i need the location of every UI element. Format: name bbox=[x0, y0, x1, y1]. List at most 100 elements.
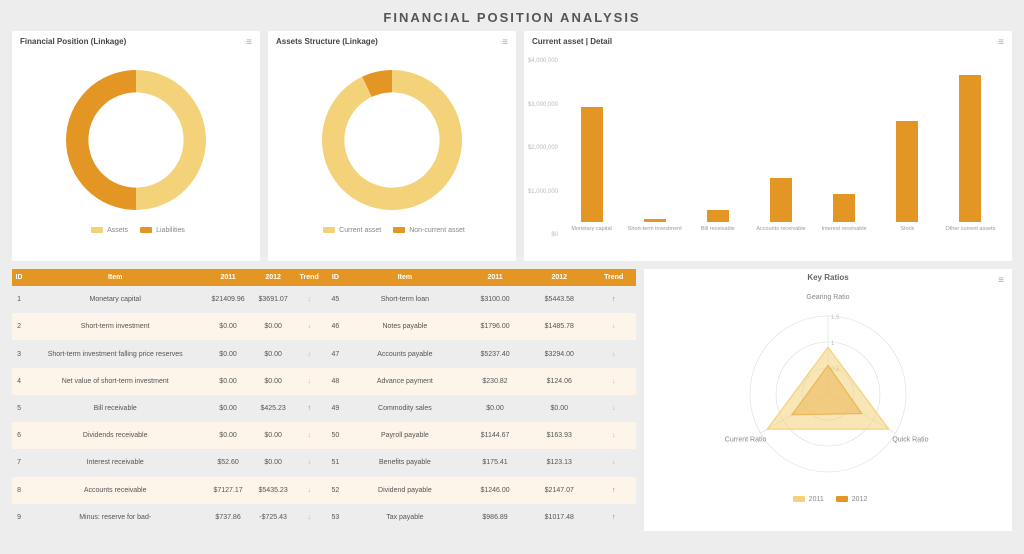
table-row[interactable]: 52Dividend payable$1246.00$2147.07↑ bbox=[324, 477, 636, 504]
table-row[interactable]: 5Bill receivable$0.00$425.23↑ bbox=[12, 395, 324, 422]
legend-1: AssetsLiabilities bbox=[12, 227, 260, 234]
table-row[interactable]: 6Dividends receivable$0.00$0.00↓ bbox=[12, 422, 324, 449]
panel2-title: Assets Structure (Linkage) bbox=[268, 31, 516, 52]
menu-icon[interactable]: ≡ bbox=[502, 37, 508, 48]
cell: $3100.00 bbox=[463, 286, 527, 313]
col-header: Trend bbox=[294, 269, 324, 286]
menu-icon[interactable]: ≡ bbox=[998, 37, 1004, 48]
cell: 47 bbox=[324, 340, 347, 367]
menu-icon[interactable]: ≡ bbox=[998, 275, 1004, 286]
arrow-down-icon: ↓ bbox=[612, 405, 616, 412]
cell: $986.89 bbox=[463, 504, 527, 531]
cell: 4 bbox=[12, 368, 26, 395]
table-row[interactable]: 45Short-term loan$3100.00$5443.58↑ bbox=[324, 286, 636, 313]
cell: $1144.67 bbox=[463, 422, 527, 449]
table-liabilities: IDItem20112012Trend45Short-term loan$310… bbox=[324, 269, 636, 531]
table-row[interactable]: 50Payroll payable$1144.67$163.93↓ bbox=[324, 422, 636, 449]
arrow-up-icon: ↑ bbox=[307, 405, 311, 412]
arrow-down-icon: ↓ bbox=[612, 459, 616, 466]
table-row[interactable]: 53Tax payable$986.89$1017.48↑ bbox=[324, 504, 636, 531]
cell: 53 bbox=[324, 504, 347, 531]
arrow-down-icon: ↓ bbox=[307, 296, 311, 303]
bar-chart: $0$1,000,000$2,000,000$3,000,000$4,000,0… bbox=[560, 56, 1002, 246]
cell: Bill receivable bbox=[26, 395, 204, 422]
table-row[interactable]: 1Monetary capital$21409.96$3691.07 ↓ bbox=[12, 286, 324, 313]
cell: Short-term loan bbox=[347, 286, 463, 313]
panel3-title: Current asset | Detail bbox=[524, 31, 1012, 52]
cell: $1246.00 bbox=[463, 477, 527, 504]
cell: 51 bbox=[324, 449, 347, 476]
cell: Net value of short-term investment bbox=[26, 368, 204, 395]
table-row[interactable]: 3Short-term investment falling price res… bbox=[12, 340, 324, 367]
cell: Dividend payable bbox=[347, 477, 463, 504]
bar[interactable] bbox=[707, 210, 729, 222]
panel-assets-structure: Assets Structure (Linkage) ≡ Current ass… bbox=[268, 31, 516, 261]
cell: $3294.00 bbox=[527, 340, 591, 367]
cell: Tax payable bbox=[347, 504, 463, 531]
arrow-down-icon: ↓ bbox=[612, 432, 616, 439]
cell: $2147.07 bbox=[527, 477, 591, 504]
cell: $124.06 bbox=[527, 368, 591, 395]
table-row[interactable]: 48Advance payment$230.82$124.06↓ bbox=[324, 368, 636, 395]
cell: 7 bbox=[12, 449, 26, 476]
bar[interactable] bbox=[959, 75, 981, 222]
cell: $3691.07 bbox=[252, 286, 295, 313]
bar[interactable] bbox=[896, 121, 918, 222]
table-row[interactable]: 51Benefits payable$175.41$123.13↓ bbox=[324, 449, 636, 476]
cell: Advance payment bbox=[347, 368, 463, 395]
arrow-up-icon: ↑ bbox=[612, 296, 616, 303]
cell: $1017.48 bbox=[527, 504, 591, 531]
cell: $0.00 bbox=[204, 422, 252, 449]
table-row[interactable]: 7Interest receivable$52.60$0.00↓ bbox=[12, 449, 324, 476]
cell: $21409.96 bbox=[204, 286, 252, 313]
cell: 5 bbox=[12, 395, 26, 422]
col-header: 2011 bbox=[463, 269, 527, 286]
legend-2: Current assetNon-current asset bbox=[268, 227, 516, 234]
cell: $0.00 bbox=[252, 313, 295, 340]
panel-key-ratios: ≡ Key Ratios 0.511.5Gearing RatioQuick R… bbox=[644, 269, 1012, 531]
menu-icon[interactable]: ≡ bbox=[246, 37, 252, 48]
cell: $0.00 bbox=[463, 395, 527, 422]
cell: 49 bbox=[324, 395, 347, 422]
cell: 3 bbox=[12, 340, 26, 367]
cell: 8 bbox=[12, 477, 26, 504]
table-row[interactable]: 46Notes payable$1796.00$1485.78↓ bbox=[324, 313, 636, 340]
bar[interactable] bbox=[770, 178, 792, 222]
svg-text:1.5: 1.5 bbox=[831, 315, 840, 321]
donut-chart-2 bbox=[312, 60, 472, 220]
svg-text:Current Ratio: Current Ratio bbox=[725, 437, 767, 444]
arrow-down-icon: ↓ bbox=[612, 323, 616, 330]
page-title: FINANCIAL POSITION ANALYSIS bbox=[0, 0, 1024, 31]
table-row[interactable]: 47Accounts payable$5237.40$3294.00↓ bbox=[324, 340, 636, 367]
bar[interactable] bbox=[644, 219, 666, 222]
bar[interactable] bbox=[581, 107, 603, 222]
cell: $0.00 bbox=[204, 368, 252, 395]
cell: Payroll payable bbox=[347, 422, 463, 449]
svg-text:Quick Ratio: Quick Ratio bbox=[892, 437, 928, 444]
table-row[interactable]: 2Short-term investment$0.00$0.00↓ bbox=[12, 313, 324, 340]
cell: $5443.58 bbox=[527, 286, 591, 313]
arrow-down-icon: ↓ bbox=[307, 323, 311, 330]
col-header: Item bbox=[347, 269, 463, 286]
cell: 1 bbox=[12, 286, 26, 313]
table-row[interactable]: 9Minus: reserve for bad-$737.86-$725.43↓ bbox=[12, 504, 324, 531]
cell: Accounts payable bbox=[347, 340, 463, 367]
table-row[interactable]: 49Commodity sales$0.00$0.00↓ bbox=[324, 395, 636, 422]
radar-chart: 0.511.5Gearing RatioQuick RatioCurrent R… bbox=[658, 284, 998, 496]
cell: 48 bbox=[324, 368, 347, 395]
cell: 52 bbox=[324, 477, 347, 504]
cell: Monetary capital bbox=[26, 286, 204, 313]
arrow-down-icon: ↓ bbox=[307, 459, 311, 466]
cell: $0.00 bbox=[204, 340, 252, 367]
table-row[interactable]: 4Net value of short-term investment$0.00… bbox=[12, 368, 324, 395]
table-row[interactable]: 8Accounts receivable$7127.17$5435.23↓ bbox=[12, 477, 324, 504]
radar-legend: 20112012 bbox=[644, 496, 1012, 503]
cell: $123.13 bbox=[527, 449, 591, 476]
cell: $163.93 bbox=[527, 422, 591, 449]
cell: $52.60 bbox=[204, 449, 252, 476]
col-header: 2012 bbox=[252, 269, 295, 286]
cell: 6 bbox=[12, 422, 26, 449]
cell: $1796.00 bbox=[463, 313, 527, 340]
cell: $0.00 bbox=[252, 368, 295, 395]
bar[interactable] bbox=[833, 194, 855, 222]
